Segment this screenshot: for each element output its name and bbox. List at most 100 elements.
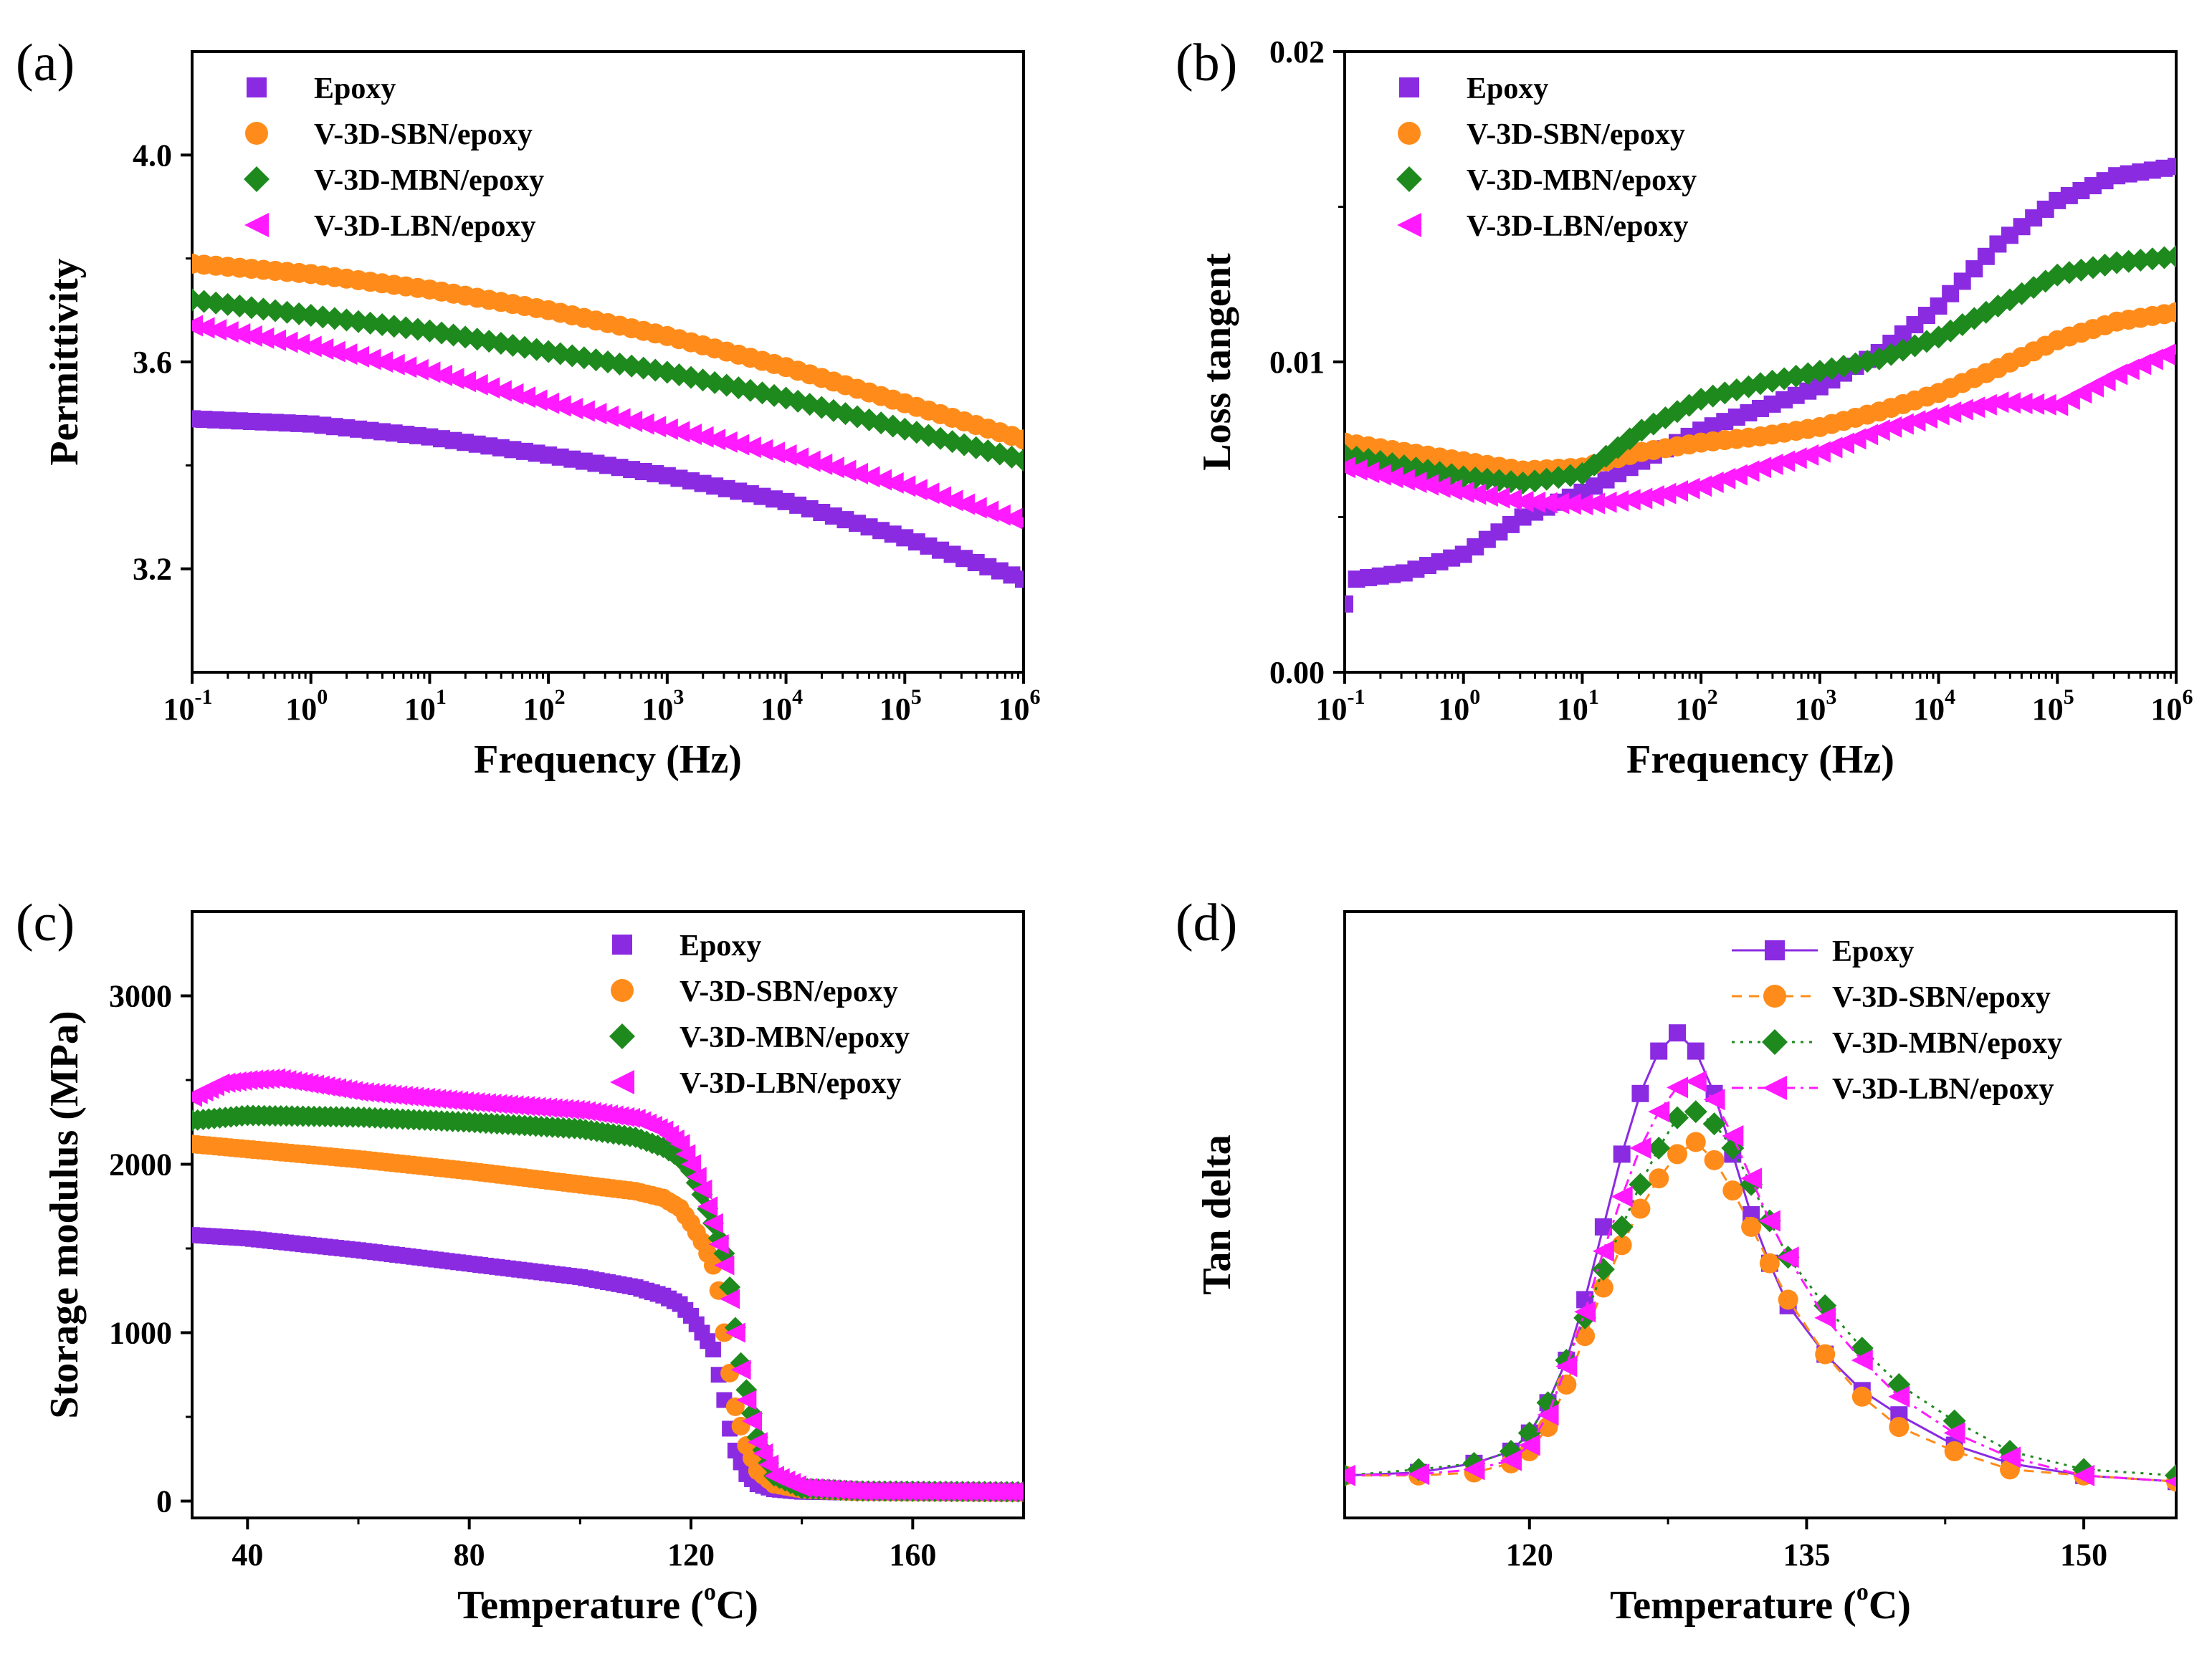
legend-marker (1763, 1076, 1787, 1100)
legend-item: V-3D-SBN/epoxy (611, 975, 898, 1008)
data-point (1975, 393, 1997, 416)
data-point (1537, 1404, 1559, 1426)
panel-label: (b) (1176, 34, 1237, 92)
data-point (1999, 1446, 2021, 1468)
y-tick-label: 2000 (109, 1147, 172, 1183)
data-point (1613, 1145, 1631, 1163)
x-tick-label: 135 (1783, 1537, 1830, 1572)
series-mbn (192, 288, 1024, 472)
legend-item: V-3D-SBN/epoxy (1398, 118, 1685, 151)
legend-item: V-3D-LBN/epoxy (244, 210, 536, 243)
data-point (1667, 1144, 1687, 1165)
legend-marker (1399, 77, 1419, 97)
x-tick-label: 10-1 (163, 685, 213, 727)
legend-item: Epoxy (612, 930, 761, 963)
data-point (1358, 462, 1380, 484)
plot-area (192, 253, 1024, 588)
data-point (1464, 483, 1487, 505)
legend-marker (611, 979, 634, 1002)
data-point (725, 1322, 745, 1343)
series-epoxy (1345, 1024, 2176, 1491)
plot-area (192, 1068, 1024, 1503)
data-point (1642, 485, 1664, 507)
legend-label: V-3D-LBN/epoxy (680, 1067, 902, 1100)
data-point (1761, 453, 1783, 475)
data-point (1571, 494, 1593, 516)
data-point (1014, 1486, 1024, 1497)
legend-item: Epoxy (1732, 935, 1914, 968)
data-point (1405, 472, 1427, 494)
x-tick-label: 120 (667, 1537, 715, 1572)
x-axis-title: Frequency (Hz) (474, 737, 742, 782)
data-point (1654, 482, 1677, 505)
data-point (1524, 491, 1546, 513)
legend-label: V-3D-MBN/epoxy (1467, 164, 1697, 197)
data-point (775, 444, 797, 466)
data-point (561, 397, 583, 419)
data-point (538, 392, 560, 414)
data-point (431, 364, 452, 386)
data-point (1796, 362, 1820, 386)
x-tick-label: 106 (998, 685, 1041, 727)
data-point (1647, 1136, 1671, 1160)
x-tick-label: 120 (1506, 1537, 1553, 1572)
data-point (312, 338, 334, 360)
series-line (1345, 1080, 2176, 1483)
y-tick-label: 0.02 (1269, 34, 1325, 70)
data-point (1014, 429, 1024, 450)
data-point (681, 1154, 701, 1175)
data-point (597, 405, 619, 427)
data-point (1593, 1277, 1613, 1298)
data-point (1785, 447, 1807, 469)
legend-marker (244, 166, 270, 192)
chart-panel-a: (a) 10-1 100 101 102 103 104 105 106 3.2 3.6 4.0 Fre… (16, 34, 1041, 782)
data-point (1740, 1167, 1763, 1190)
data-point (1648, 1101, 1670, 1123)
data-point (2034, 393, 2056, 416)
data-point (692, 1179, 712, 1200)
data-point (2165, 244, 2176, 268)
data-point (1463, 1458, 1485, 1481)
data-point (1814, 1307, 1836, 1329)
data-point (1574, 1301, 1596, 1323)
plot-frame (191, 910, 1025, 1519)
legend-item: V-3D-MBN/epoxy (1732, 1027, 2062, 1060)
data-point (858, 466, 880, 488)
legend: Epoxy V-3D-SBN/epoxy V-3D-MBN/epoxy V-3D-LB… (244, 72, 544, 243)
chart-panel-c: (c) 40 80 120 160 0 1000 2000 3000 Temperature (o… (16, 894, 1025, 1628)
data-point (1704, 1150, 1725, 1170)
y-tick-label: 0.00 (1269, 655, 1325, 690)
data-point (1927, 403, 1950, 426)
x-tick-label: 104 (1913, 685, 1955, 727)
data-point (1500, 1449, 1522, 1471)
data-point (1013, 517, 1024, 528)
data-point (1015, 570, 1024, 588)
x-tick-label: 105 (879, 685, 922, 727)
series-mbn (1345, 1100, 2176, 1487)
legend-marker (1762, 1029, 1788, 1055)
x-tick-label: 103 (1794, 685, 1836, 727)
data-point (2073, 1464, 2095, 1486)
data-point (609, 408, 631, 430)
y-tick-label: 1000 (109, 1316, 172, 1351)
chart-panel-d: (d) 120 135 150 Temperature (oC) Tan delta Epo… (1176, 894, 2178, 1628)
data-point (763, 441, 785, 464)
data-point (205, 319, 227, 341)
data-point (1889, 1417, 1910, 1438)
legend-marker (247, 77, 267, 97)
legend-label: V-3D-MBN/epoxy (314, 164, 544, 197)
data-point (702, 1213, 723, 1233)
legend-marker (1397, 213, 1421, 237)
data-point (2168, 158, 2176, 176)
data-point (1429, 476, 1451, 498)
data-point (1777, 1246, 1799, 1269)
data-point (1345, 459, 1368, 481)
data-point (1667, 1076, 1688, 1099)
legend: Epoxy V-3D-SBN/epoxy V-3D-MBN/epoxy V-3D-LB… (609, 930, 910, 1100)
data-point (1999, 392, 2021, 414)
data-point (725, 1397, 745, 1416)
y-tick-label: 0 (156, 1484, 172, 1519)
data-point (1851, 1386, 1872, 1407)
legend-item: V-3D-LBN/epoxy (1397, 210, 1689, 243)
data-point (348, 345, 369, 368)
